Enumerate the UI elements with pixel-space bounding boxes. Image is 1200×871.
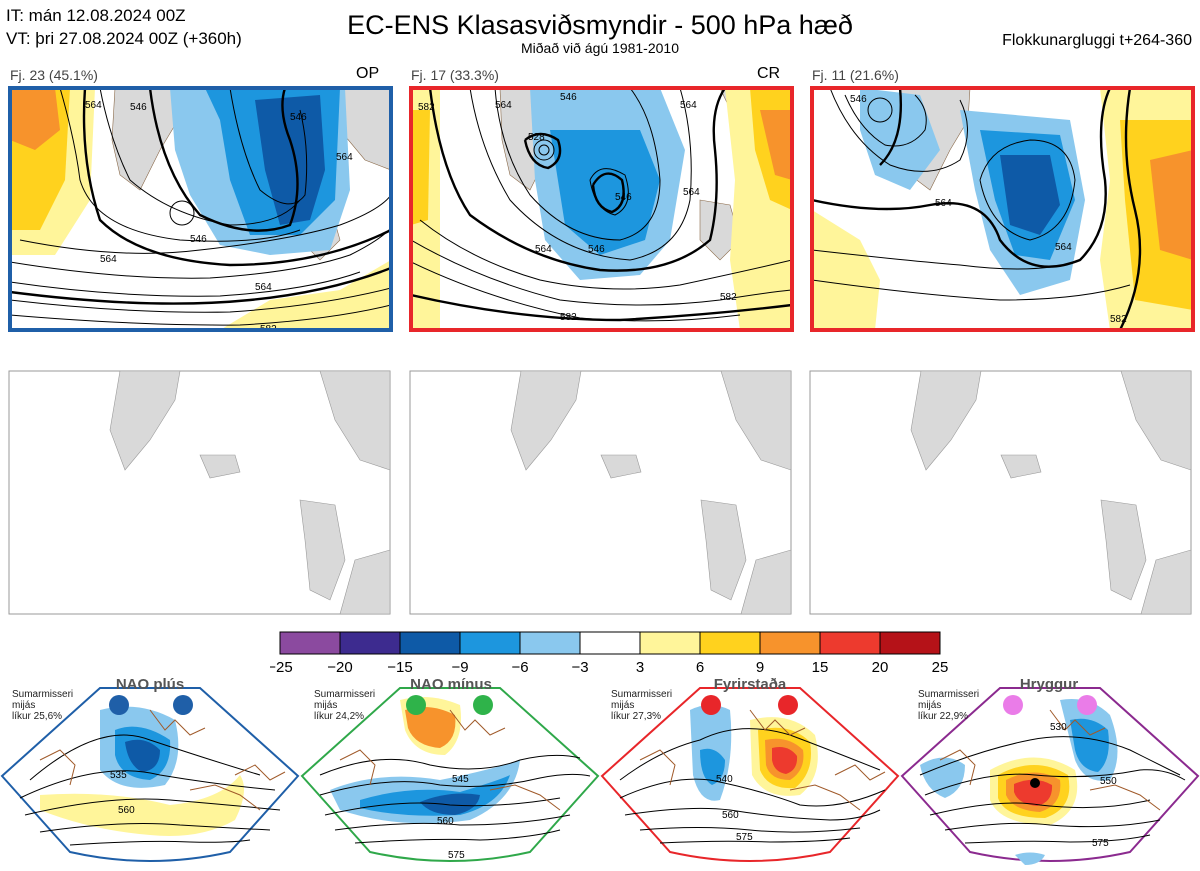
contour-label: 528 (528, 132, 545, 143)
colorbar-swatch (339, 631, 401, 655)
contour-label: 582 (1110, 314, 1127, 325)
regime-nao-minus: 545 560 575 (300, 687, 600, 862)
contour-label: 546 (560, 92, 577, 103)
cluster-2-tag: CR (757, 65, 781, 82)
regime-4-note: Sumarmisseri mijás líkur 22,9% (918, 689, 980, 722)
classification-window: Flokkunargluggi t+264-360 (1002, 32, 1192, 49)
colorbar: −25 −20 −15 −9 −6 −3 3 6 9 15 20 25 (270, 631, 949, 676)
regime-3-note: Sumarmisseri mijás líkur 27,3% (611, 689, 673, 722)
colorbar-tick-label: −6 (511, 659, 528, 676)
contour-label: 564 (255, 282, 272, 293)
contour-label: 564 (680, 100, 697, 111)
colorbar-swatch (759, 631, 821, 655)
cluster-3-label: Fj. 11 (21.6%) (812, 67, 899, 83)
cluster-3-map: 546 564 564 582 (812, 88, 1193, 330)
contour-label: 545 (452, 774, 469, 785)
contour-label: 564 (100, 254, 117, 265)
colorbar-tick-label: −15 (387, 659, 412, 676)
regime-2-title: NAO mínus (410, 676, 492, 693)
regime-2-note: Sumarmisseri mijás líkur 24,2% (314, 689, 376, 722)
regime-4-title: Hryggur (1019, 676, 1079, 693)
colorbar-tick-label: −3 (571, 659, 588, 676)
regime-3-title: Fyrirstaða (713, 676, 787, 693)
contour-label: 546 (290, 112, 307, 123)
colorbar-swatch (639, 631, 701, 655)
regime-panels: 535 560 545 560 575 (0, 687, 1200, 865)
regime-1-note: Sumarmisseri mijás líkur 25,6% (12, 689, 74, 722)
contour-label: 582 (560, 312, 577, 323)
contour-label: 546 (190, 234, 207, 245)
cluster-2-label: Fj. 17 (33.3%) (411, 67, 499, 83)
contour-label: 540 (716, 774, 733, 785)
colorbar-tick-label: −9 (451, 659, 468, 676)
valid-time: VT: þri 27.08.2024 00Z (+360h) (6, 29, 242, 48)
colorbar-tick-label: 15 (812, 659, 829, 676)
contour-label: 582 (260, 324, 277, 335)
colorbar-swatch (699, 631, 761, 655)
colorbar-tick-label: 20 (872, 659, 889, 676)
contour-label: 560 (437, 816, 454, 827)
colorbar-tick-label: 9 (756, 659, 764, 676)
colorbar-swatch (579, 631, 641, 655)
colorbar-swatch (399, 631, 461, 655)
regime-1-title: NAO plús (115, 676, 185, 693)
contour-label: 546 (588, 244, 605, 255)
regime-ridge: 530 550 575 (900, 687, 1200, 865)
contour-label: 582 (418, 102, 435, 113)
colorbar-tick-label: −25 (270, 659, 293, 676)
cluster-1-frame (8, 86, 393, 332)
contour-label: 564 (495, 100, 512, 111)
cluster-2-frame (409, 86, 794, 332)
page-subtitle: Miðað við ágú 1981-2010 (520, 40, 679, 56)
base-map-1 (8, 370, 391, 615)
regime-nao-plus: 535 560 (0, 687, 300, 862)
initial-time: IT: mán 12.08.2024 00Z (6, 6, 186, 25)
contour-label: 546 (850, 94, 867, 105)
regime-blocking: 540 560 575 (600, 687, 900, 862)
contour-label: 564 (683, 187, 700, 198)
contour-label: 564 (85, 100, 102, 111)
colorbar-tick-label: −20 (327, 659, 352, 676)
colorbar-swatch (459, 631, 521, 655)
contour-label: 564 (535, 244, 552, 255)
colorbar-tick-label: 25 (932, 659, 949, 676)
colorbar-swatch (879, 631, 941, 655)
cluster-1-tag: OP (356, 65, 380, 82)
colorbar-swatch (519, 631, 581, 655)
base-map-2 (409, 370, 792, 615)
contour-label: 582 (720, 292, 737, 303)
contour-label: 575 (736, 832, 753, 843)
cluster-1-label: Fj. 23 (45.1%) (10, 67, 98, 83)
colorbar-tick-label: 3 (636, 659, 644, 676)
cluster-3-frame (810, 86, 1195, 332)
colorbar-swatch (279, 631, 341, 655)
contour-label: 575 (448, 850, 465, 861)
contour-label: 546 (130, 102, 147, 113)
contour-label: 564 (935, 198, 952, 209)
cluster-1-map: 564 546 546 564 546 564 564 582 (10, 88, 391, 335)
colorbar-swatch (819, 631, 881, 655)
contour-label: 560 (118, 805, 135, 816)
contour-label: 564 (336, 152, 353, 163)
contour-label: 530 (1050, 722, 1067, 733)
contour-label: 564 (1055, 242, 1072, 253)
contour-label: 535 (110, 770, 127, 781)
contour-label: 575 (1092, 838, 1109, 849)
contour-label: 550 (1100, 776, 1117, 787)
contour-label: 560 (722, 810, 739, 821)
base-map-3 (809, 370, 1192, 615)
page-title: EC-ENS Klasasviðsmyndir - 500 hPa hæð (347, 10, 853, 40)
colorbar-tick-label: 6 (696, 659, 704, 676)
contour-label: 546 (615, 192, 632, 203)
cluster-2-map: 582 564 546 528 564 546 564 546 564 582 … (411, 88, 792, 330)
